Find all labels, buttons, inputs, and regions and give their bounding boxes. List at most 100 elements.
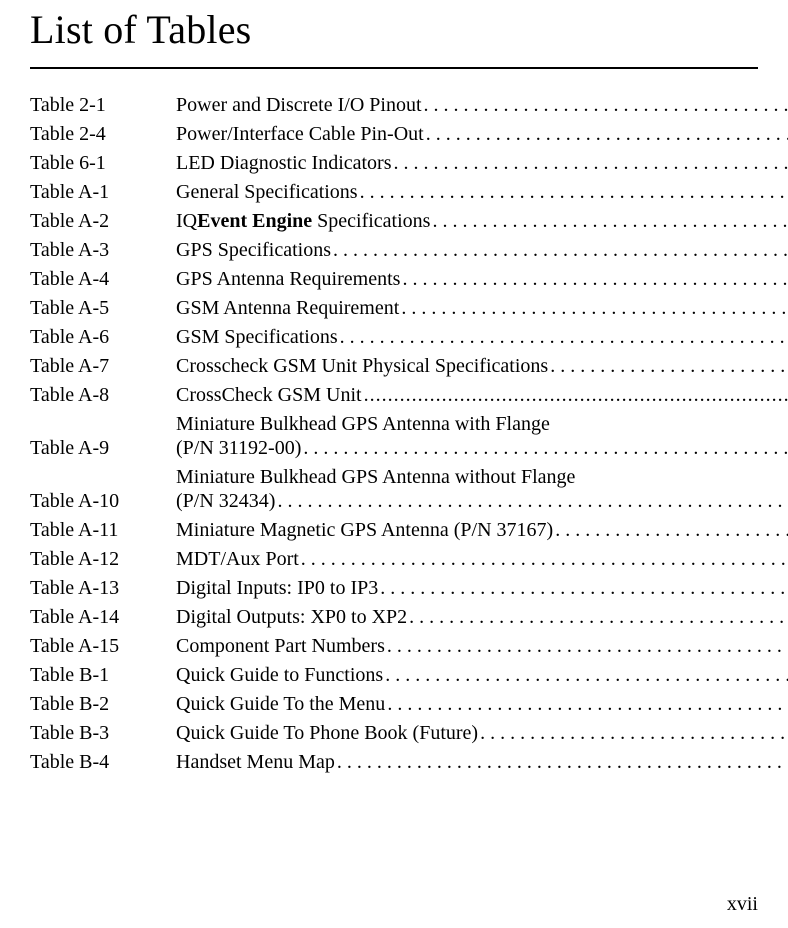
table-desc-last-line: GSM Specifications .....................… [176,327,788,347]
leader-dots: ........................................… [392,153,788,173]
table-row: Table A-12MDT/Aux Port .................… [30,549,758,569]
leader-dots: ........................................… [424,124,788,144]
table-row: Table B-2Quick Guide To the Menu .......… [30,694,758,714]
table-desc-text: Digital Inputs: IP0 to IP3 [176,578,378,598]
table-desc-text: (P/N 32434) [176,491,275,511]
table-desc-last-line: Handset Menu Map........................… [176,752,788,772]
page-number: xvii [727,893,758,916]
leader-dots: ........................................… [407,607,788,627]
table-desc-text: GPS Antenna Requirements [176,269,400,289]
table-row: Table A-5GSM Antenna Requirement .......… [30,298,758,318]
leader-dots: ........................................… [301,438,788,458]
table-label: Table A-10 [30,491,176,511]
table-desc-line: Miniature Bulkhead GPS Antenna with Flan… [176,414,788,434]
leader-dots: ........................................… [383,665,788,685]
table-desc-last-line: General Specifications .................… [176,182,788,202]
table-desc-body: Digital Inputs: IP0 to IP3 .............… [176,578,788,598]
table-desc-last-line: Digital Outputs: XP0 to XP2 ............… [176,607,788,627]
table-row: Table A-4GPS Antenna Requirements ......… [30,269,758,289]
table-desc-body: IQEvent Engine Specifications ..........… [176,211,788,231]
table-desc-text: Miniature Magnetic GPS Antenna (P/N 3716… [176,520,553,540]
table-desc-body: GSM Specifications .....................… [176,327,788,347]
table-desc-text: Quick Guide To the Menu [176,694,385,714]
table-desc-body: Miniature Bulkhead GPS Antenna without F… [176,467,788,511]
table-label: Table A-8 [30,385,176,405]
table-desc-last-line: Crosscheck GSM Unit Physical Specificati… [176,356,788,376]
leader-dots: ........................................… [422,95,788,115]
table-label: Table A-15 [30,636,176,656]
table-desc-body: Digital Outputs: XP0 to XP2 ............… [176,607,788,627]
leader-dots: ........................................… [335,752,788,772]
table-label: Table B-4 [30,752,176,772]
table-desc-last-line: Power/Interface Cable Pin-Out ..........… [176,124,788,144]
leader-dots: ........................................… [275,491,788,511]
table-desc-text: IQEvent Engine Specifications [176,211,430,231]
table-desc-body: Component Part Numbers .................… [176,636,788,656]
table-row: Table B-4Handset Menu Map...............… [30,752,758,772]
table-row: Table A-15Component Part Numbers .......… [30,636,758,656]
table-desc-body: Quick Guide To the Menu ................… [176,694,788,714]
table-desc-body: Crosscheck GSM Unit Physical Specificati… [176,356,788,376]
table-label: Table A-9 [30,438,176,458]
leader-dots: ........................................… [400,269,788,289]
table-desc-body: Handset Menu Map........................… [176,752,788,772]
leader-dots: ........................................… [331,240,788,260]
table-label: Table A-5 [30,298,176,318]
table-desc-text: Component Part Numbers [176,636,385,656]
table-desc-last-line: LED Diagnostic Indicators ..............… [176,153,788,173]
table-desc-text: LED Diagnostic Indicators [176,153,392,173]
table-desc-last-line: Quick Guide to Functions ...............… [176,665,788,685]
table-label: Table A-3 [30,240,176,260]
table-desc-text: GSM Specifications [176,327,338,347]
table-label: Table B-2 [30,694,176,714]
page: List of Tables Table 2-1Power and Discre… [0,0,788,928]
table-desc-body: Power and Discrete I/O Pinout ..........… [176,95,788,115]
table-desc-text: CrossCheck GSM Unit [176,385,362,405]
table-desc-body: Quick Guide To Phone Book (Future) .....… [176,723,788,743]
leader-dots: ........................................… [358,182,788,202]
table-desc-text: Digital Outputs: XP0 to XP2 [176,607,407,627]
table-row: Table B-1Quick Guide to Functions ......… [30,665,758,685]
leader-dots: ........................................… [338,327,788,347]
table-label: Table A-14 [30,607,176,627]
table-row: Table A-7Crosscheck GSM Unit Physical Sp… [30,356,758,376]
table-desc-text: General Specifications [176,182,358,202]
leader-dots: ........................................… [362,385,788,405]
table-list: Table 2-1Power and Discrete I/O Pinout .… [30,95,758,772]
table-desc-text: GPS Specifications [176,240,331,260]
table-desc-body: Quick Guide to Functions ...............… [176,665,788,685]
table-row: Table A-13Digital Inputs: IP0 to IP3 ...… [30,578,758,598]
leader-dots: ........................................… [385,636,788,656]
table-desc-body: MDT/Aux Port ...........................… [176,549,788,569]
table-desc-body: General Specifications .................… [176,182,788,202]
leader-dots: ........................................… [385,694,788,714]
table-label: Table A-2 [30,211,176,231]
leader-dots: ........................................… [553,520,788,540]
table-row: Table A-6GSM Specifications ............… [30,327,758,347]
title-rule [30,67,758,69]
page-title: List of Tables [30,0,758,61]
table-row: Table A-14Digital Outputs: XP0 to XP2 ..… [30,607,758,627]
table-desc-text: Power/Interface Cable Pin-Out [176,124,424,144]
table-desc-last-line: Miniature Magnetic GPS Antenna (P/N 3716… [176,520,788,540]
table-row: Table A-2IQEvent Engine Specifications .… [30,211,758,231]
table-row: Table A-8CrossCheck GSM Unit ...........… [30,385,758,405]
table-desc-body: GSM Antenna Requirement ................… [176,298,788,318]
table-label: Table B-1 [30,665,176,685]
table-desc-last-line: GSM Antenna Requirement ................… [176,298,788,318]
table-desc-body: GPS Specifications .....................… [176,240,788,260]
table-row: Table 2-1Power and Discrete I/O Pinout .… [30,95,758,115]
table-desc-body: Miniature Magnetic GPS Antenna (P/N 3716… [176,520,788,540]
table-label: Table 2-1 [30,95,176,115]
table-desc-last-line: Quick Guide To Phone Book (Future) .....… [176,723,788,743]
leader-dots: ........................................… [399,298,788,318]
leader-dots: ........................................… [478,723,788,743]
table-desc-last-line: Quick Guide To the Menu ................… [176,694,788,714]
table-desc-body: CrossCheck GSM Unit ....................… [176,385,788,405]
table-desc-text: Quick Guide To Phone Book (Future) [176,723,478,743]
table-row: Table B-3Quick Guide To Phone Book (Futu… [30,723,758,743]
table-desc-body: Miniature Bulkhead GPS Antenna with Flan… [176,414,788,458]
table-desc-last-line: Power and Discrete I/O Pinout ..........… [176,95,788,115]
table-desc-text: (P/N 31192-00) [176,438,301,458]
table-row: Table A-3GPS Specifications ............… [30,240,758,260]
